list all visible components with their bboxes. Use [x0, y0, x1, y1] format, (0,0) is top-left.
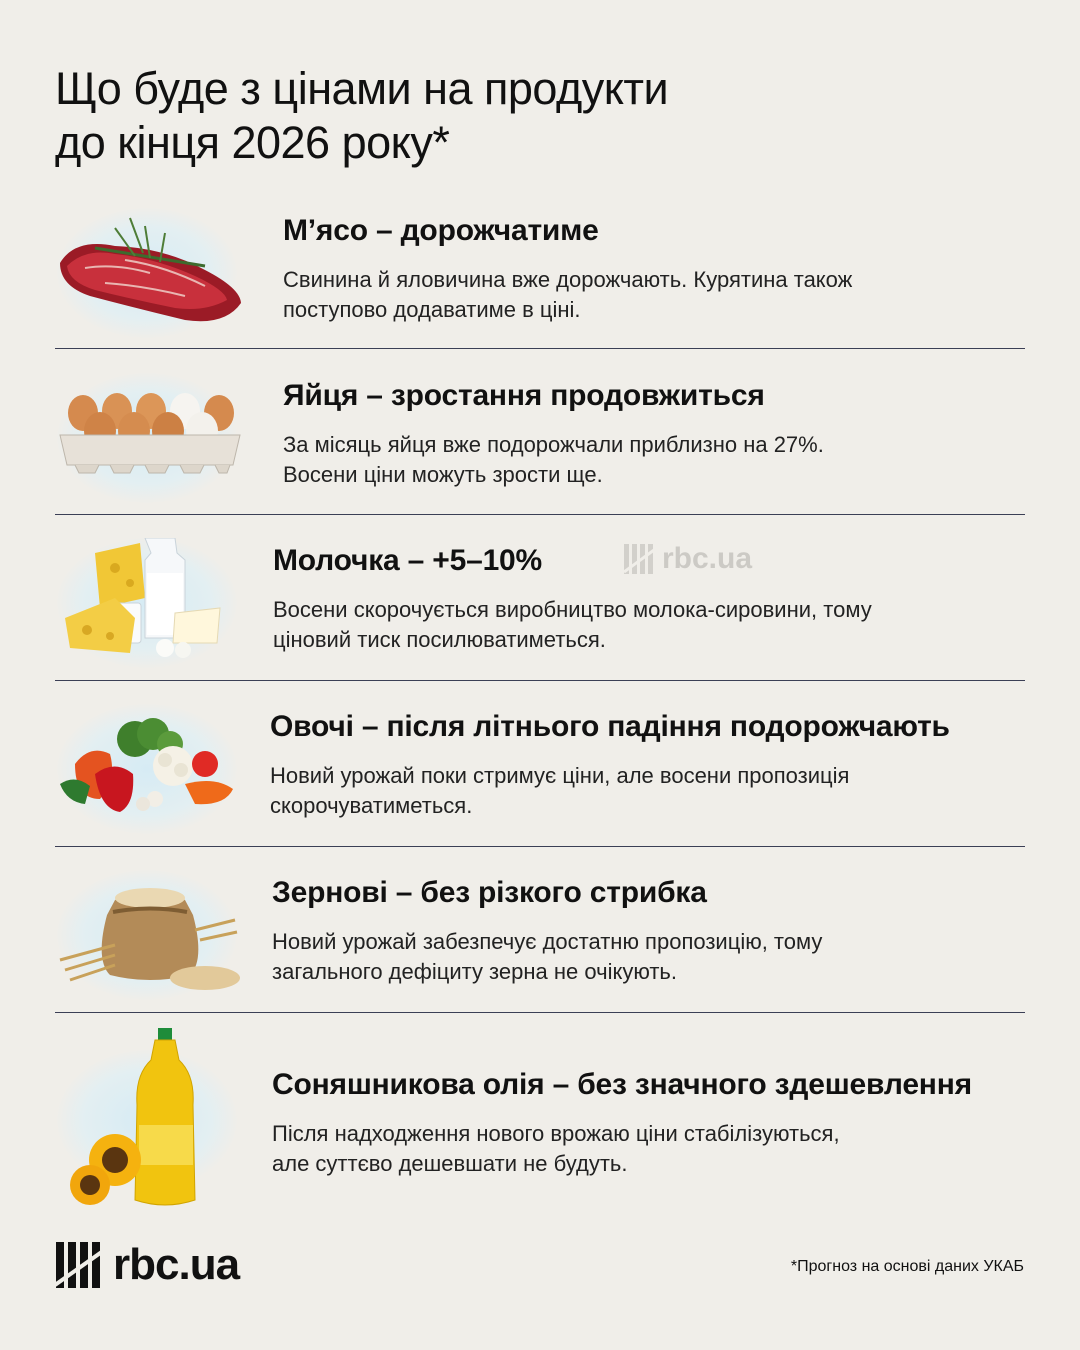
item-heading: Яйця – зростання продовжиться	[283, 379, 765, 412]
item-description-line: Новий урожай поки стримує ціни, але восе…	[270, 763, 850, 788]
vegetables-icon	[55, 704, 240, 834]
watermark-text: rbc.ua	[662, 542, 753, 575]
item-heading: Зернові – без різкого стрибка	[272, 876, 707, 909]
divider	[55, 514, 1025, 515]
footnote: *Прогноз на основі даних УКАБ	[790, 1258, 1024, 1275]
item-heading: Молочка – +5–10%	[273, 544, 543, 577]
item-description-line: загального дефіциту зерна не очікують.	[272, 959, 678, 984]
footer-logo: rbc.ua	[55, 1240, 240, 1290]
item-description: Свинина й яловичина вже дорожчають. Куря…	[283, 265, 983, 325]
item-description-line: ціновий тиск посилюватиметься.	[273, 627, 606, 652]
item-description: За місяць яйця вже подорожчали приблизно…	[283, 430, 983, 490]
item-description-line: скорочуватиметься.	[270, 793, 473, 818]
item-description-line: поступово додаватиме в ціні.	[283, 297, 581, 322]
footer-brand: rbc.ua	[113, 1240, 240, 1289]
item-description-line: але суттєво дешевшати не будуть.	[272, 1151, 628, 1176]
page-title-line-1: Що буде з цінами на продукти	[55, 63, 669, 114]
divider	[55, 348, 1025, 349]
divider	[55, 680, 1025, 681]
item-description-line: Новий урожай забезпечує достатню пропози…	[272, 929, 823, 954]
item-heading: М’ясо – дорожчатиме	[283, 214, 599, 247]
item-grain: Зернові – без різкого стрибка Новий урож…	[55, 862, 1025, 1002]
divider	[55, 846, 1025, 847]
eggs-icon	[55, 373, 241, 503]
item-description-line: Після надходження нового врожаю ціни ста…	[272, 1121, 840, 1146]
item-heading: Соняшникова олія – без значного здешевле…	[272, 1068, 972, 1101]
item-description: Новий урожай поки стримує ціни, але восе…	[270, 761, 970, 821]
dairy-icon	[55, 538, 240, 668]
item-dairy: Молочка – +5–10% Восени скорочується вир…	[55, 530, 1025, 670]
sunflower-oil-icon	[55, 1025, 240, 1215]
page-title: Що буде з цінами на продукти до кінця 20…	[55, 62, 955, 170]
item-description: Новий урожай забезпечує достатню пропози…	[272, 927, 972, 987]
item-sunflower-oil: Соняшникова олія – без значного здешевле…	[55, 1025, 1025, 1215]
item-description-line: Восени скорочується виробництво молока-с…	[273, 597, 872, 622]
item-meat: М’ясо – дорожчатиме Свинина й яловичина …	[55, 200, 1025, 340]
item-description-line: За місяць яйця вже подорожчали приблизно…	[283, 432, 824, 457]
rbc-logo-icon	[55, 1242, 103, 1288]
item-description: Восени скорочується виробництво молока-с…	[273, 595, 973, 655]
page-title-line-2: до кінця 2026 року*	[55, 117, 450, 168]
meat-icon	[55, 208, 241, 338]
item-eggs: Яйця – зростання продовжиться За місяць …	[55, 365, 1025, 505]
rbc-logo-icon	[623, 544, 655, 574]
grain-sack-icon	[55, 870, 240, 1000]
item-description: Після надходження нового врожаю ціни ста…	[272, 1119, 972, 1179]
item-description-line: Восени ціни можуть зрости ще.	[283, 462, 603, 487]
item-vegetables: Овочі – після літнього падіння подорожча…	[55, 696, 1025, 836]
item-heading: Овочі – після літнього падіння подорожча…	[270, 710, 950, 743]
divider	[55, 1012, 1025, 1013]
watermark: rbc.ua	[622, 542, 752, 576]
item-description-line: Свинина й яловичина вже дорожчають. Куря…	[283, 267, 853, 292]
